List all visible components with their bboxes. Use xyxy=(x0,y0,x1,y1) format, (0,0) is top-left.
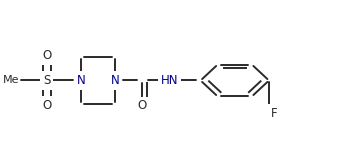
Text: O: O xyxy=(42,99,51,112)
Text: O: O xyxy=(42,49,51,62)
Text: N: N xyxy=(77,74,85,87)
Text: Me: Me xyxy=(3,76,20,85)
Text: S: S xyxy=(43,74,50,87)
Text: N: N xyxy=(111,74,119,87)
Text: F: F xyxy=(271,107,277,120)
Text: O: O xyxy=(138,99,147,112)
Text: HN: HN xyxy=(161,74,178,87)
